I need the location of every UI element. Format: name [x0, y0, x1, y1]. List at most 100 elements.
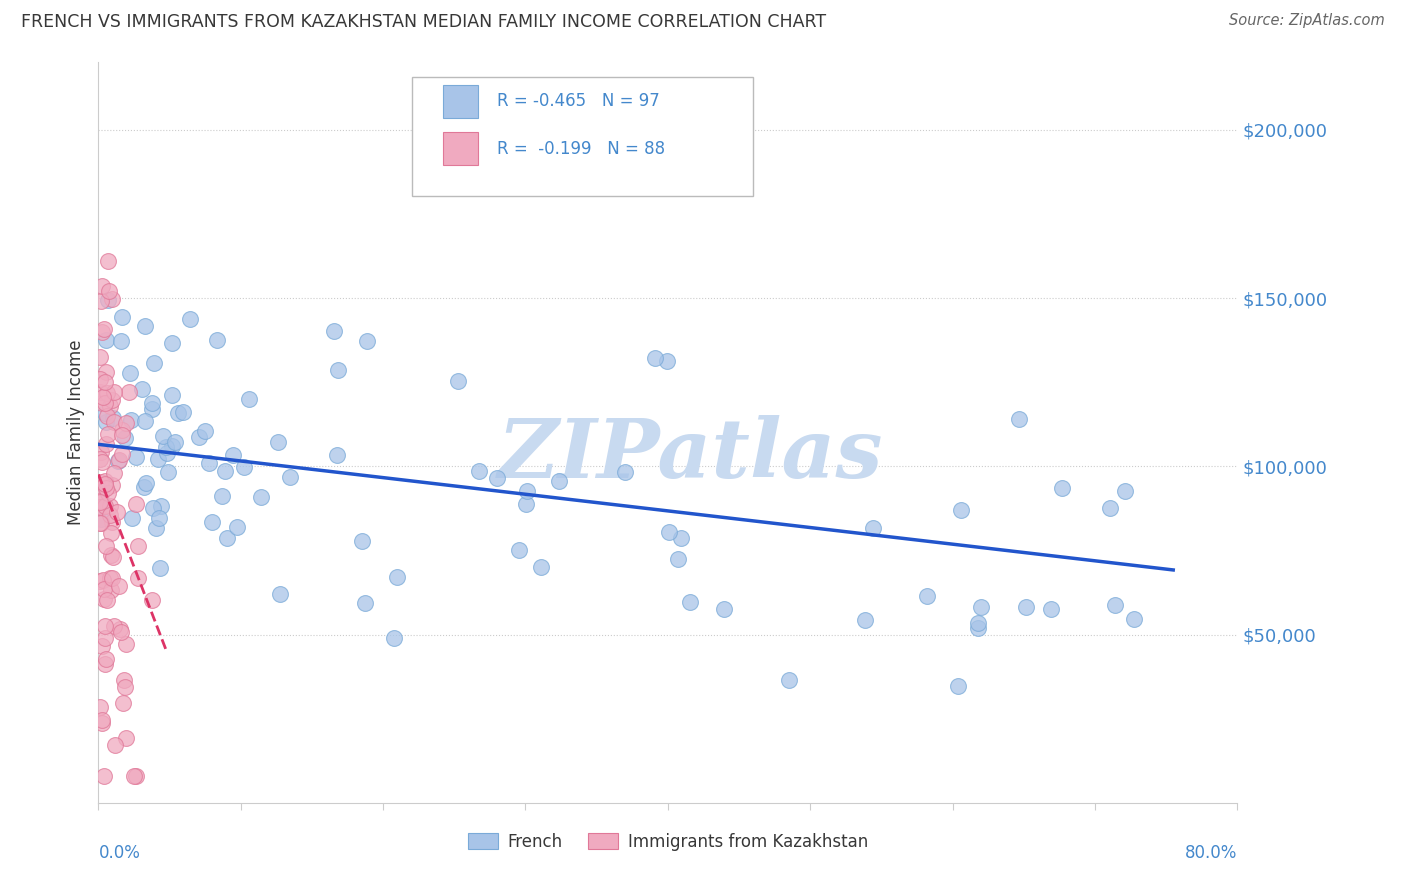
Point — [156, 465, 179, 479]
Point — [111, 310, 134, 324]
Point — [201, 515, 224, 529]
Point — [162, 388, 184, 402]
Point — [90, 639, 112, 653]
Point — [152, 429, 174, 443]
Point — [94, 396, 117, 410]
Point — [162, 439, 184, 453]
Point — [141, 593, 163, 607]
Point — [354, 596, 377, 610]
Point — [93, 657, 115, 672]
Point — [125, 769, 148, 783]
Point — [90, 396, 112, 410]
Point — [516, 484, 538, 499]
Point — [382, 632, 405, 646]
Point — [97, 253, 120, 268]
Point — [94, 375, 117, 389]
Point — [94, 475, 117, 489]
Point — [679, 595, 702, 609]
Point — [132, 479, 155, 493]
Point — [89, 385, 111, 400]
Point — [90, 475, 112, 489]
Point — [862, 521, 884, 535]
Point — [613, 465, 636, 479]
Point — [89, 495, 111, 509]
Text: ZIPatlas: ZIPatlas — [498, 415, 883, 495]
Point — [96, 385, 118, 400]
Point — [155, 440, 177, 454]
Point — [114, 680, 136, 694]
Point — [326, 448, 349, 462]
Point — [89, 372, 111, 386]
Point — [89, 500, 111, 514]
Point — [655, 353, 678, 368]
Point — [148, 452, 170, 467]
Text: FRENCH VS IMMIGRANTS FROM KAZAKHSTAN MEDIAN FAMILY INCOME CORRELATION CHART: FRENCH VS IMMIGRANTS FROM KAZAKHSTAN MED… — [21, 13, 827, 31]
Point — [96, 593, 118, 607]
Point — [93, 618, 115, 632]
Point — [949, 503, 972, 517]
Point — [238, 392, 260, 407]
Point — [89, 350, 111, 364]
Point — [156, 446, 179, 460]
Point — [915, 589, 938, 603]
Point — [104, 738, 127, 752]
Point — [187, 430, 209, 444]
Point — [90, 487, 112, 501]
Point — [205, 333, 228, 347]
Point — [93, 322, 115, 336]
Point — [105, 505, 128, 519]
Point — [530, 559, 553, 574]
Point — [508, 543, 530, 558]
Point — [160, 335, 183, 350]
Point — [222, 448, 245, 462]
Point — [150, 500, 173, 514]
Point — [853, 613, 876, 627]
Point — [110, 622, 132, 636]
Point — [249, 491, 271, 505]
Point — [108, 453, 131, 467]
Text: Source: ZipAtlas.com: Source: ZipAtlas.com — [1229, 13, 1385, 29]
FancyBboxPatch shape — [443, 85, 478, 118]
Text: R =  -0.199   N = 88: R = -0.199 N = 88 — [498, 140, 665, 158]
Point — [121, 511, 143, 525]
Point — [89, 493, 111, 508]
Text: R = -0.465   N = 97: R = -0.465 N = 97 — [498, 92, 659, 110]
Y-axis label: Median Family Income: Median Family Income — [67, 340, 86, 525]
Point — [103, 415, 125, 429]
Point — [96, 415, 118, 429]
Point — [134, 319, 156, 334]
Point — [91, 454, 114, 468]
Point — [98, 571, 121, 585]
Point — [97, 293, 120, 307]
Point — [90, 713, 112, 727]
Point — [101, 392, 124, 407]
Point — [225, 520, 247, 534]
Point — [215, 531, 238, 545]
Point — [141, 402, 163, 417]
Point — [387, 570, 409, 584]
Point — [149, 560, 172, 574]
Point — [1114, 484, 1136, 499]
Point — [644, 351, 666, 365]
Point — [96, 409, 118, 424]
Point — [447, 374, 470, 388]
Point — [93, 769, 115, 783]
Point — [93, 499, 115, 513]
Point — [713, 601, 735, 615]
Point — [166, 407, 188, 421]
Point — [278, 470, 301, 484]
Point — [94, 632, 117, 646]
Point — [103, 466, 125, 480]
Point — [98, 508, 121, 523]
Point — [966, 615, 988, 630]
Point — [778, 673, 800, 687]
Point — [125, 450, 148, 465]
Point — [89, 516, 111, 530]
Point — [98, 499, 121, 513]
Point — [101, 293, 124, 307]
Point — [110, 334, 132, 348]
FancyBboxPatch shape — [443, 132, 478, 166]
Legend: French, Immigrants from Kazakhstan: French, Immigrants from Kazakhstan — [461, 826, 875, 857]
Point — [515, 498, 537, 512]
Point — [91, 279, 114, 293]
